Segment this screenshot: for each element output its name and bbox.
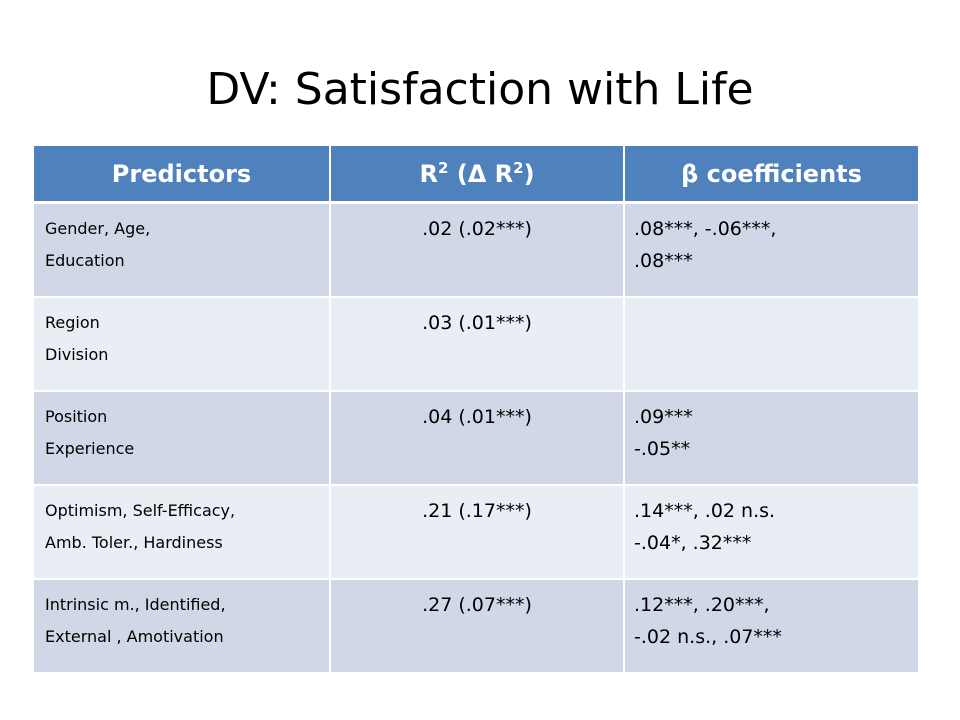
header-row: Predictors R2 (Δ R2) β coefficients <box>34 146 918 204</box>
results-table: Predictors R2 (Δ R2) β coefficients Gend… <box>34 146 918 674</box>
predictors-line: Amb. Toler., Hardiness <box>45 533 223 552</box>
beta-line: .08*** <box>634 250 693 272</box>
predictors-cell: Optimism, Self-Efficacy, Amb. Toler., Har… <box>34 485 330 580</box>
beta-cell: .08***, -.06***, .08*** <box>623 202 918 298</box>
predictors-line: Region <box>45 313 100 332</box>
predictors-line: Gender, Age, <box>45 219 151 238</box>
r2-value: .02 (.02***) <box>422 218 532 240</box>
header-r2-middle: (Δ R <box>448 159 514 188</box>
table-row: Intrinsic m., Identified, External , Amot… <box>34 579 918 674</box>
header-r2-sup1: 2 <box>437 158 449 177</box>
beta-line: .09*** <box>634 406 693 428</box>
header-predictors: Predictors <box>34 146 330 204</box>
beta-line: -.04*, .32*** <box>634 532 752 554</box>
predictors-cell: Region Division <box>34 297 330 392</box>
r2-cell: .21 (.17***) <box>329 485 624 580</box>
r2-cell: .02 (.02***) <box>329 202 624 298</box>
beta-line: -.02 n.s., .07*** <box>634 626 782 648</box>
beta-line: .14***, .02 n.s. <box>634 500 776 522</box>
beta-line: .08***, -.06***, <box>634 218 777 240</box>
r2-cell: .04 (.01***) <box>329 391 624 486</box>
predictors-cell: Position Experience <box>34 391 330 486</box>
r2-value: .27 (.07***) <box>422 594 532 616</box>
r2-value: .03 (.01***) <box>422 312 532 334</box>
beta-cell: .12***, .20***, -.02 n.s., .07*** <box>623 579 918 674</box>
r2-value: .21 (.17***) <box>422 500 532 522</box>
predictors-cell: Intrinsic m., Identified, External , Amot… <box>34 579 330 674</box>
header-r2: R2 (Δ R2) <box>329 146 624 204</box>
beta-cell: .14***, .02 n.s. -.04*, .32*** <box>623 485 918 580</box>
predictors-line: External , Amotivation <box>45 627 224 646</box>
predictors-line: Optimism, Self-Efficacy, <box>45 501 236 520</box>
table-row: Gender, Age, Education .02 (.02***) .08**… <box>34 202 918 298</box>
header-r2-sup2: 2 <box>513 158 524 177</box>
beta-line: .12***, .20***, <box>634 594 770 616</box>
r2-cell: .27 (.07***) <box>329 579 624 674</box>
r2-cell: .03 (.01***) <box>329 297 624 392</box>
predictors-line: Intrinsic m., Identified, <box>45 595 226 614</box>
table-row: Region Division .03 (.01***) <box>34 297 918 392</box>
predictors-line: Education <box>45 251 125 270</box>
header-r2-prefix: R <box>419 159 438 188</box>
header-r2-suffix: ) <box>523 159 535 188</box>
r2-value: .04 (.01***) <box>422 406 532 428</box>
table-row: Position Experience .04 (.01***) .09*** -.… <box>34 391 918 486</box>
table-row: Optimism, Self-Efficacy, Amb. Toler., Har… <box>34 485 918 580</box>
predictors-line: Experience <box>45 439 135 458</box>
header-beta: β coefficients <box>623 146 918 204</box>
predictors-line: Position <box>45 407 108 426</box>
predictors-cell: Gender, Age, Education <box>34 202 330 298</box>
predictors-line: Division <box>45 345 109 364</box>
beta-cell: .09*** -.05** <box>623 391 918 486</box>
beta-cell <box>623 297 918 392</box>
beta-line: -.05** <box>634 438 691 460</box>
slide-title: DV: Satisfaction with Life <box>206 64 754 115</box>
